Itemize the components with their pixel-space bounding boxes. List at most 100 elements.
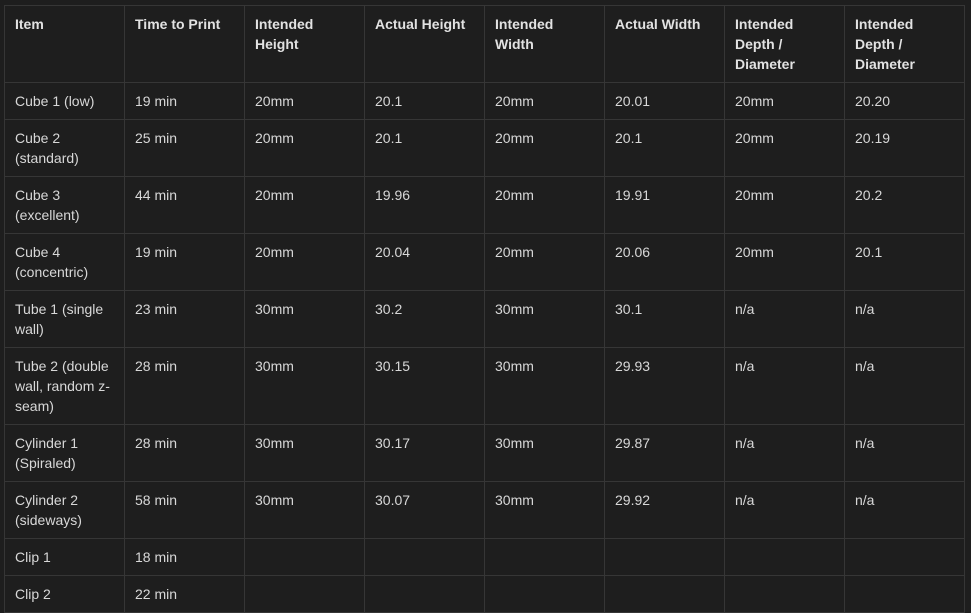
table-cell: 30mm [244,347,365,425]
table-row: Tube 2 (double wall, random z-seam) 28 m… [4,347,965,425]
header-actual-height: Actual Height [364,5,485,83]
table-cell: n/a [724,290,845,348]
table-cell: 29.87 [604,424,725,482]
table-header-row: Item Time to Print Intended Height Actua… [4,5,965,83]
table-cell: 30mm [484,481,605,539]
table-cell: 20.01 [604,82,725,120]
table-row: Cube 2 (standard) 25 min 20mm 20.1 20mm … [4,119,965,177]
table-cell: 30mm [244,424,365,482]
table-cell: n/a [844,347,965,425]
table-row: Cube 4 (concentric) 19 min 20mm 20.04 20… [4,233,965,291]
table-cell: 20mm [484,176,605,234]
table-cell: 20mm [724,176,845,234]
table-cell [484,575,605,613]
table-cell: 20mm [484,82,605,120]
table-cell: 19.91 [604,176,725,234]
table-cell: 20mm [484,119,605,177]
table-cell: 19 min [124,82,245,120]
table-cell: 29.92 [604,481,725,539]
table-row: Cube 3 (excellent) 44 min 20mm 19.96 20m… [4,176,965,234]
table-cell: 25 min [124,119,245,177]
table-cell: Tube 1 (single wall) [4,290,125,348]
table-cell: 28 min [124,347,245,425]
table-cell: 20mm [244,233,365,291]
table-cell: Clip 2 [4,575,125,613]
table-cell [244,538,365,576]
table-row: Cylinder 1 (Spiraled) 28 min 30mm 30.17 … [4,424,965,482]
table-row: Cube 1 (low) 19 min 20mm 20.1 20mm 20.01… [4,82,965,120]
table-cell: 30.15 [364,347,485,425]
header-item: Item [4,5,125,83]
table-cell: 30mm [244,290,365,348]
table-cell: n/a [724,424,845,482]
table-cell: 30mm [484,290,605,348]
table-cell: 20.1 [364,82,485,120]
table-cell: 20.20 [844,82,965,120]
table-cell: n/a [844,290,965,348]
header-actual-depth: Intended Depth / Diameter [844,5,965,83]
table-cell: 44 min [124,176,245,234]
table-cell: 20.2 [844,176,965,234]
header-intended-width: Intended Width [484,5,605,83]
header-time-to-print: Time to Print [124,5,245,83]
table-cell: 20.1 [364,119,485,177]
table-row: Clip 2 22 min [4,575,965,613]
table-cell: n/a [844,481,965,539]
table-cell: 30.07 [364,481,485,539]
table-cell: 20.19 [844,119,965,177]
table-cell: 20mm [724,233,845,291]
table-cell: 29.93 [604,347,725,425]
table-cell: 30mm [244,481,365,539]
table-cell [364,538,485,576]
table-cell: Cube 1 (low) [4,82,125,120]
table-cell: 23 min [124,290,245,348]
table-row: Tube 1 (single wall) 23 min 30mm 30.2 30… [4,290,965,348]
table-cell: n/a [724,481,845,539]
table-cell [844,538,965,576]
table-cell: 20mm [244,176,365,234]
table-cell [604,538,725,576]
table-cell: Cube 3 (excellent) [4,176,125,234]
table-cell: 20mm [724,82,845,120]
table-cell [604,575,725,613]
table-container: Item Time to Print Intended Height Actua… [4,5,965,613]
header-intended-depth: Intended Depth / Diameter [724,5,845,83]
table-cell: 18 min [124,538,245,576]
table-cell: 30.17 [364,424,485,482]
table-cell: Tube 2 (double wall, random z-seam) [4,347,125,425]
table-cell: 19 min [124,233,245,291]
header-actual-width: Actual Width [604,5,725,83]
table-cell: Cylinder 2 (sideways) [4,481,125,539]
table-cell: 20.04 [364,233,485,291]
table-cell: Cube 4 (concentric) [4,233,125,291]
table-cell [244,575,365,613]
table-cell: 20mm [244,82,365,120]
table-cell: 30.1 [604,290,725,348]
table-cell [364,575,485,613]
table-cell: 30mm [484,424,605,482]
table-cell: 28 min [124,424,245,482]
table-cell: 22 min [124,575,245,613]
table-cell: 58 min [124,481,245,539]
table-cell: 20mm [484,233,605,291]
table-cell: 20mm [724,119,845,177]
header-intended-height: Intended Height [244,5,365,83]
table-cell [724,575,845,613]
table-cell [484,538,605,576]
print-results-table: Item Time to Print Intended Height Actua… [4,5,965,613]
table-cell: 30.2 [364,290,485,348]
table-cell: n/a [724,347,845,425]
table-row: Clip 1 18 min [4,538,965,576]
table-cell: 30mm [484,347,605,425]
table-cell: Cylinder 1 (Spiraled) [4,424,125,482]
table-cell: 20.1 [604,119,725,177]
table-cell [844,575,965,613]
table-cell: 20.1 [844,233,965,291]
table-cell: Cube 2 (standard) [4,119,125,177]
table-cell: 20mm [244,119,365,177]
table-row: Cylinder 2 (sideways) 58 min 30mm 30.07 … [4,481,965,539]
table-cell [724,538,845,576]
table-cell: 20.06 [604,233,725,291]
table-cell: 19.96 [364,176,485,234]
table-cell: n/a [844,424,965,482]
